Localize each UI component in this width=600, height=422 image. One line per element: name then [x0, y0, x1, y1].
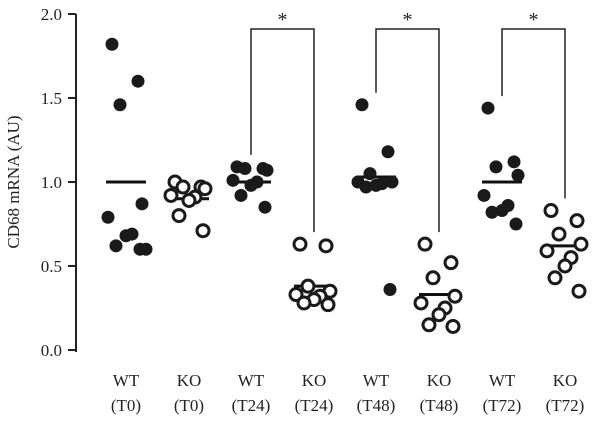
x-label-line2: (T48): [357, 396, 396, 415]
data-point: [369, 178, 383, 192]
y-tick-label: 0.0: [41, 341, 62, 360]
data-point: [234, 188, 248, 202]
data-point: [417, 236, 433, 252]
data-point: [113, 98, 127, 112]
data-point: [443, 255, 459, 271]
data-point: [139, 242, 153, 256]
data-point: [477, 188, 491, 202]
data-point: [300, 278, 316, 294]
data-point: [363, 167, 377, 181]
data-point: [101, 210, 115, 224]
data-point: [109, 239, 123, 253]
x-label-line1: KO: [177, 371, 202, 390]
data-point: [292, 236, 308, 252]
x-label-line2: (T0): [111, 396, 141, 415]
data-point: [511, 168, 525, 182]
data-point: [413, 295, 429, 311]
significance-star: *: [529, 9, 539, 31]
x-label-line1: WT: [238, 371, 265, 390]
data-point: [105, 37, 119, 51]
x-label-line1: KO: [302, 371, 327, 390]
data-point: [543, 203, 559, 219]
data-point: [131, 74, 145, 88]
significance-star: *: [278, 9, 288, 31]
data-point: [571, 283, 587, 299]
data-point: [489, 160, 503, 174]
x-label-line2: (T24): [232, 396, 271, 415]
data-point: [569, 213, 585, 229]
data-point: [557, 258, 573, 274]
x-label-line2: (T24): [295, 396, 334, 415]
data-point: [507, 155, 521, 169]
data-point: [238, 162, 252, 176]
data-point: [447, 288, 463, 304]
data-point: [181, 192, 197, 208]
data-point: [425, 270, 441, 286]
significance-bracket: [375, 28, 440, 233]
data-point: [318, 238, 334, 254]
data-point: [260, 163, 274, 177]
data-point: [431, 307, 447, 323]
x-label-line2: (T0): [174, 396, 204, 415]
data-point: [226, 173, 240, 187]
data-point: [163, 187, 179, 203]
data-point: [175, 179, 191, 195]
data-point: [385, 175, 399, 189]
x-label-line2: (T72): [483, 396, 522, 415]
x-label-line2: (T72): [546, 396, 585, 415]
data-point: [539, 243, 555, 259]
data-point: [383, 283, 397, 297]
significance-star: *: [403, 9, 413, 31]
y-tick-label: 1.0: [41, 173, 62, 192]
data-point: [381, 145, 395, 159]
data-point: [495, 204, 509, 218]
x-label-line1: WT: [113, 371, 140, 390]
significance-bracket: [250, 28, 315, 233]
data-point: [573, 236, 589, 252]
data-point: [195, 223, 211, 239]
y-ticks: 0.0 0.5 1.0 1.5 2.0: [41, 5, 76, 360]
data-point: [320, 297, 336, 313]
data-point: [547, 270, 563, 286]
significance-bracket: [501, 28, 566, 199]
data-point: [551, 226, 567, 242]
data-point: [509, 217, 523, 231]
y-axis-title: CD68 mRNA (AU): [4, 115, 23, 248]
x-label-line1: WT: [363, 371, 390, 390]
data-point: [355, 98, 369, 112]
x-label-line1: KO: [553, 371, 578, 390]
x-label-line1: WT: [489, 371, 516, 390]
data-point: [481, 101, 495, 115]
data-point: [171, 208, 187, 224]
significance-brackets: * * *: [250, 9, 566, 233]
data-point: [421, 317, 437, 333]
y-tick-label: 2.0: [41, 5, 62, 24]
x-label-line1: KO: [427, 371, 452, 390]
y-tick-label: 1.5: [41, 89, 62, 108]
data-point: [244, 178, 258, 192]
data-point: [485, 205, 499, 219]
data-point: [359, 180, 373, 194]
data-point: [119, 229, 133, 243]
x-labels: WT (T0) KO (T0) WT (T24) KO (T24) WT (T48) KO (T48)…: [111, 371, 584, 415]
data-point: [445, 318, 461, 334]
data-point: [258, 200, 272, 214]
data-point: [296, 295, 312, 311]
data-point: [135, 197, 149, 211]
data-points: [101, 37, 589, 334]
x-label-line2: (T48): [420, 396, 459, 415]
y-tick-label: 0.5: [41, 257, 62, 276]
data-point: [197, 181, 213, 197]
